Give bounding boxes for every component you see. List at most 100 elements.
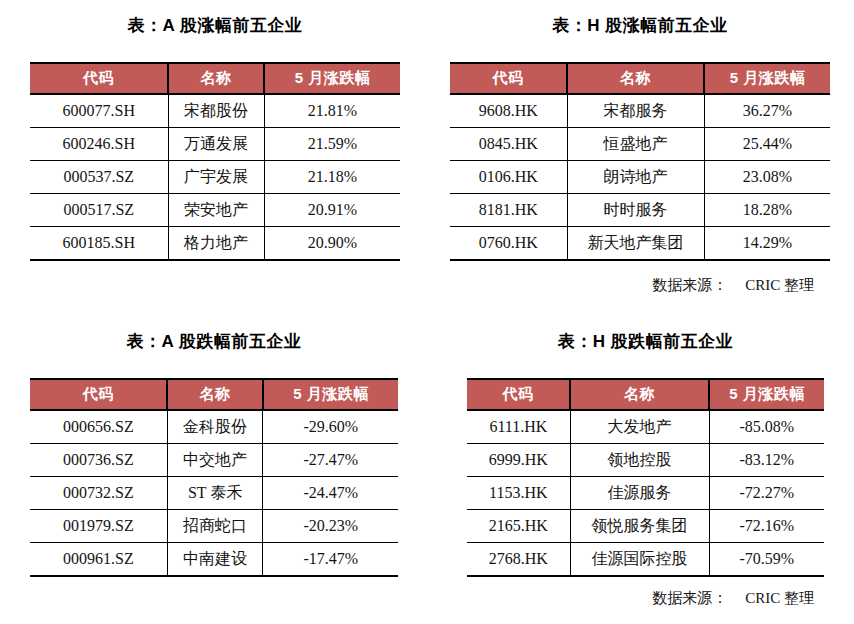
header-row: 代码 名称 5 月涨跌幅: [467, 379, 824, 410]
cell-change: 36.27%: [704, 94, 830, 128]
cell-change: 21.59%: [264, 128, 400, 161]
col-header-code: 代码: [30, 63, 168, 94]
cell-change: 20.91%: [264, 194, 400, 227]
table-row: 0760.HK新天地产集团14.29%: [450, 227, 830, 261]
cell-code: 6111.HK: [467, 410, 570, 444]
cell-change: -72.16%: [709, 510, 824, 543]
cell-code: 1153.HK: [467, 477, 570, 510]
cell-change: -27.47%: [263, 444, 398, 477]
table-row: 9608.HK宋都服务36.27%: [450, 94, 830, 128]
cell-code: 9608.HK: [450, 94, 567, 128]
cell-code: 8181.HK: [450, 194, 567, 227]
table-row: 8181.HK时时服务18.28%: [450, 194, 830, 227]
cell-name: 广宇发展: [168, 161, 264, 194]
table-section-h-losers: 表：H 股跌幅前五企业 代码 名称 5 月涨跌幅 6111.HK大发地产-85.…: [467, 330, 824, 577]
cell-code: 000736.SZ: [30, 444, 167, 477]
cell-change: 20.90%: [264, 227, 400, 261]
cell-change: -20.23%: [263, 510, 398, 543]
stock-table: 代码 名称 5 月涨跌幅 600077.SH宋都股份21.81%600246.S…: [30, 62, 400, 261]
cell-change: 21.18%: [264, 161, 400, 194]
table-row: 000736.SZ中交地产-27.47%: [30, 444, 398, 477]
table-row: 1153.HK佳源服务-72.27%: [467, 477, 824, 510]
col-header-name: 名称: [168, 63, 264, 94]
table-row: 6111.HK大发地产-85.08%: [467, 410, 824, 444]
cell-code: 600246.SH: [30, 128, 168, 161]
table-row: 000656.SZ金科股份-29.60%: [30, 410, 398, 444]
cell-change: 25.44%: [704, 128, 830, 161]
table-row: 600246.SH万通发展21.59%: [30, 128, 400, 161]
table-row: 600185.SH格力地产20.90%: [30, 227, 400, 261]
cell-code: 001979.SZ: [30, 510, 167, 543]
cell-code: 2165.HK: [467, 510, 570, 543]
cell-name: 恒盛地产: [567, 128, 704, 161]
cell-name: 新天地产集团: [567, 227, 704, 261]
table-title: 表：A 股涨幅前五企业: [30, 14, 400, 38]
data-source-value: CRIC 整理: [745, 590, 814, 606]
cell-change: 14.29%: [704, 227, 830, 261]
stock-table: 代码 名称 5 月涨跌幅 9608.HK宋都服务36.27%0845.HK恒盛地…: [450, 62, 830, 261]
cell-name: 荣安地产: [168, 194, 264, 227]
stock-table: 代码 名称 5 月涨跌幅 6111.HK大发地产-85.08%6999.HK领地…: [467, 378, 824, 577]
cell-name: 领地控股: [570, 444, 709, 477]
cell-name: 金科股份: [167, 410, 263, 444]
table-row: 2165.HK领悦服务集团-72.16%: [467, 510, 824, 543]
cell-code: 000537.SZ: [30, 161, 168, 194]
cell-code: 000517.SZ: [30, 194, 168, 227]
cell-code: 0106.HK: [450, 161, 567, 194]
cell-code: 6999.HK: [467, 444, 570, 477]
stock-table: 代码 名称 5 月涨跌幅 000656.SZ金科股份-29.60%000736.…: [30, 378, 398, 577]
cell-change: -85.08%: [709, 410, 824, 444]
table-section-h-gainers: 表：H 股涨幅前五企业 代码 名称 5 月涨跌幅 9608.HK宋都服务36.2…: [450, 14, 830, 261]
cell-name: 宋都股份: [168, 94, 264, 128]
cell-name: 领悦服务集团: [570, 510, 709, 543]
header-row: 代码 名称 5 月涨跌幅: [30, 379, 398, 410]
col-header-name: 名称: [567, 63, 704, 94]
table-row: 2768.HK佳源国际控股-70.59%: [467, 543, 824, 577]
data-source-value: CRIC 整理: [745, 277, 814, 293]
cell-change: 18.28%: [704, 194, 830, 227]
cell-change: -70.59%: [709, 543, 824, 577]
cell-change: -83.12%: [709, 444, 824, 477]
header-row: 代码 名称 5 月涨跌幅: [450, 63, 830, 94]
cell-name: 佳源国际控股: [570, 543, 709, 577]
cell-name: 佳源服务: [570, 477, 709, 510]
cell-name: 招商蛇口: [167, 510, 263, 543]
table-row: 000732.SZST 泰禾-24.47%: [30, 477, 398, 510]
col-header-change: 5 月涨跌幅: [263, 379, 398, 410]
table-title: 表：H 股涨幅前五企业: [450, 14, 830, 38]
cell-name: 格力地产: [168, 227, 264, 261]
cell-change: -24.47%: [263, 477, 398, 510]
table-row: 0106.HK朗诗地产23.08%: [450, 161, 830, 194]
cell-code: 0760.HK: [450, 227, 567, 261]
cell-name: 中交地产: [167, 444, 263, 477]
cell-name: 万通发展: [168, 128, 264, 161]
cell-code: 000656.SZ: [30, 410, 167, 444]
col-header-name: 名称: [570, 379, 709, 410]
table-row: 000961.SZ中南建设-17.47%: [30, 543, 398, 577]
col-header-code: 代码: [450, 63, 567, 94]
cell-change: 23.08%: [704, 161, 830, 194]
table-row: 6999.HK领地控股-83.12%: [467, 444, 824, 477]
table-row: 000537.SZ广宇发展21.18%: [30, 161, 400, 194]
data-source-note: 数据来源：CRIC 整理: [652, 589, 814, 608]
col-header-code: 代码: [467, 379, 570, 410]
cell-code: 2768.HK: [467, 543, 570, 577]
cell-code: 600185.SH: [30, 227, 168, 261]
cell-code: 000732.SZ: [30, 477, 167, 510]
cell-name: 大发地产: [570, 410, 709, 444]
cell-change: 21.81%: [264, 94, 400, 128]
cell-code: 600077.SH: [30, 94, 168, 128]
table-row: 000517.SZ荣安地产20.91%: [30, 194, 400, 227]
cell-code: 0845.HK: [450, 128, 567, 161]
table-row: 0845.HK恒盛地产25.44%: [450, 128, 830, 161]
table-title: 表：H 股跌幅前五企业: [467, 330, 824, 354]
cell-name: 时时服务: [567, 194, 704, 227]
col-header-change: 5 月涨跌幅: [704, 63, 830, 94]
table-row: 600077.SH宋都股份21.81%: [30, 94, 400, 128]
report-page: 表：A 股涨幅前五企业 代码 名称 5 月涨跌幅 600077.SH宋都股份21…: [0, 0, 854, 624]
cell-name: 宋都服务: [567, 94, 704, 128]
cell-code: 000961.SZ: [30, 543, 167, 577]
data-source-note: 数据来源：CRIC 整理: [652, 276, 814, 295]
cell-name: 中南建设: [167, 543, 263, 577]
col-header-change: 5 月涨跌幅: [709, 379, 824, 410]
